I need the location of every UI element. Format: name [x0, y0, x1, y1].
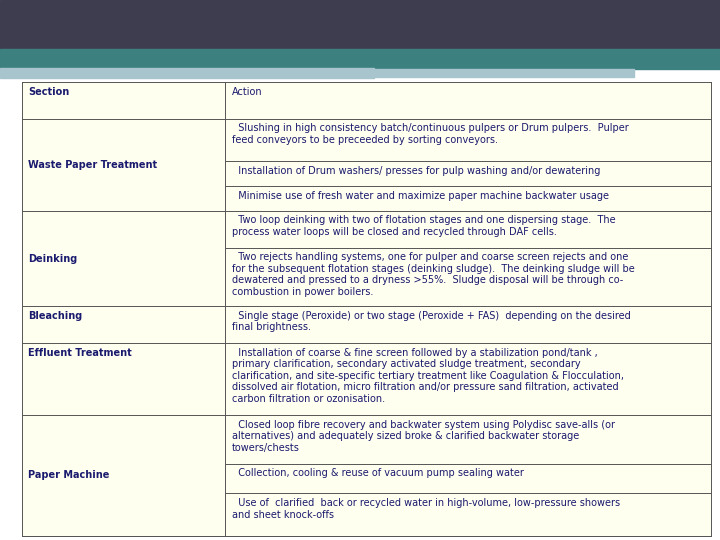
Text: Two rejects handling systems, one for pulper and coarse screen rejects and one
f: Two rejects handling systems, one for pu…	[232, 252, 635, 297]
Text: Action: Action	[232, 86, 263, 97]
FancyBboxPatch shape	[22, 82, 711, 536]
Text: Slushing in high consistency batch/continuous pulpers or Drum pulpers.  Pulper
f: Slushing in high consistency batch/conti…	[232, 124, 629, 145]
Text: Use of  clarified  back or recycled water in high-volume, low-pressure showers
a: Use of clarified back or recycled water …	[232, 498, 620, 519]
Text: Deinking: Deinking	[29, 254, 78, 264]
Text: Minimise use of fresh water and maximize paper machine backwater usage: Minimise use of fresh water and maximize…	[232, 191, 609, 200]
Text: Section: Section	[29, 86, 70, 97]
Text: Installation of Drum washers/ presses for pulp washing and/or dewatering: Installation of Drum washers/ presses fo…	[232, 166, 600, 176]
Text: Bleaching: Bleaching	[29, 310, 83, 321]
Text: Paper Machine: Paper Machine	[29, 470, 110, 480]
Text: Installation of coarse & fine screen followed by a stabilization pond/tank ,
pri: Installation of coarse & fine screen fol…	[232, 348, 624, 404]
Text: Effluent Treatment: Effluent Treatment	[29, 348, 132, 357]
Text: Waste Paper Treatment: Waste Paper Treatment	[29, 160, 158, 170]
Text: Single stage (Peroxide) or two stage (Peroxide + FAS)  depending on the desired
: Single stage (Peroxide) or two stage (Pe…	[232, 310, 631, 332]
Text: Two loop deinking with two of flotation stages and one dispersing stage.  The
pr: Two loop deinking with two of flotation …	[232, 215, 616, 237]
Text: Collection, cooling & reuse of vacuum pump sealing water: Collection, cooling & reuse of vacuum pu…	[232, 468, 524, 478]
Text: Closed loop fibre recovery and backwater system using Polydisc save-alls (or
alt: Closed loop fibre recovery and backwater…	[232, 420, 615, 453]
